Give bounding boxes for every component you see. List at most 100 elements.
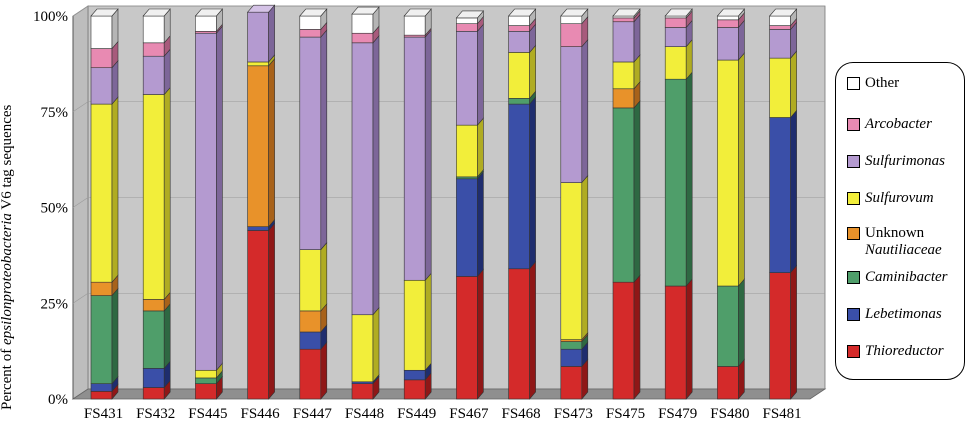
bar-segment (351, 314, 374, 383)
bar-segment-side (477, 170, 484, 278)
x-tick-label: FS468 (502, 406, 541, 422)
bar-segment-side (320, 341, 328, 400)
legend-swatch (847, 192, 860, 205)
bar-segment (456, 23, 478, 32)
bar-segment (142, 368, 165, 388)
bar-segment (90, 103, 113, 283)
bar-segment-side (477, 268, 484, 400)
bar-segment (247, 65, 269, 227)
bar-segment (717, 366, 739, 400)
legend-item-lebetimonas: Lebetimonas (847, 306, 942, 323)
bar-top (507, 8, 537, 17)
y-axis-label-suffix: V6 tag sequences (0, 104, 15, 214)
bar-segment (142, 310, 165, 369)
x-tick-label: FS473 (554, 406, 593, 422)
bar-top (716, 8, 746, 17)
bar-segment (717, 285, 739, 367)
bar-segment (612, 17, 635, 23)
bar-segment-side (320, 29, 328, 251)
bar-segment (195, 369, 217, 379)
y-axis-label-italic: epsilonproteobacteria (0, 213, 15, 346)
legend-label: Caminibacter (865, 269, 948, 285)
bar-segment (508, 31, 530, 53)
legend-swatch (847, 308, 860, 321)
bar-stack-FS481 (768, 8, 798, 400)
legend-label: Thioreductor (865, 343, 944, 359)
bar-segment (560, 341, 583, 350)
legend-item-unknown: Unknown Nautiliaceae (847, 225, 942, 259)
y-axis-label-prefix: Percent of (0, 345, 15, 410)
x-tick-label: FS479 (658, 406, 697, 422)
legend-item-sulfurimonas: Sulfurimonas (847, 153, 945, 170)
bar-segment (560, 366, 583, 400)
y-tick-label: 100% (33, 9, 68, 25)
bar-segment-side (111, 59, 119, 105)
bar-stack-FS473 (560, 8, 589, 400)
bar-segment (769, 272, 791, 400)
legend-swatch (847, 155, 860, 168)
bar-segment-side (372, 306, 380, 383)
bar-segment (508, 52, 530, 99)
bar-segment-side (581, 38, 589, 184)
legend-item-sulfurovum: Sulfurovum (847, 190, 934, 207)
bar-segment (403, 369, 426, 381)
legend-label: Sulfurimonas (865, 153, 946, 169)
legend-swatch (847, 271, 860, 284)
legend-item-arcobacter: Arcobacter (847, 116, 932, 133)
bar-segment (769, 117, 791, 273)
bar-top (768, 8, 798, 17)
y-tick-label: 25% (41, 296, 69, 312)
bar-segment (612, 88, 635, 109)
bar-segment (664, 46, 687, 80)
legend-label: Other (865, 75, 900, 91)
bar-segment (769, 57, 791, 118)
bar-segment (403, 36, 426, 281)
x-tick-label: FS432 (136, 406, 175, 422)
bar-segment (612, 21, 635, 63)
bar-segment (560, 348, 583, 367)
bar-segment-side (790, 50, 797, 119)
bar-segment-side (790, 264, 797, 400)
bar-top (299, 8, 328, 17)
bar-segment (299, 15, 322, 30)
bar-segment (456, 124, 478, 178)
bar-segment (299, 36, 322, 250)
bars (90, 4, 798, 400)
bar-segment (717, 59, 739, 287)
legend-label: Arcobacter (865, 116, 932, 132)
bar-stack-FS432 (142, 8, 171, 400)
bar-segment-side (738, 52, 745, 287)
bar-stack-FS479 (664, 8, 693, 400)
bar-segment-side (163, 48, 171, 96)
bar-segment (717, 19, 739, 28)
bar-segment (90, 48, 113, 69)
bar-segment (403, 15, 426, 36)
x-tick-labels: FS431 FS432 FS445 FS446 FS447 FS448 FS449 FS467… (84, 406, 802, 422)
bar-segment-side (581, 174, 589, 341)
bar-segment (664, 78, 687, 287)
legend-item-other: Other (847, 75, 899, 92)
bar-segment (508, 98, 530, 105)
bar-segment-side (163, 86, 171, 301)
bar-segment (351, 383, 374, 400)
bar-segment (403, 279, 426, 371)
bar-segment (612, 107, 635, 283)
x-tick-label: FS481 (763, 406, 802, 422)
bar-stack-FS467 (455, 10, 485, 400)
bar-segment (560, 46, 583, 183)
bar-segment-side (633, 274, 641, 400)
y-tick-label: 75% (41, 105, 69, 121)
bar-segment (508, 268, 530, 400)
bar-segment (664, 17, 687, 28)
bar-segment (90, 383, 113, 392)
bar-segment (508, 103, 530, 270)
bar-segment (456, 31, 478, 126)
legend-label-line2: Nautiliaceae (865, 242, 942, 258)
bar-segment-side (738, 278, 745, 368)
legend-label: Lebetimonas (865, 306, 942, 322)
bar-segment (612, 281, 635, 400)
bar-top (403, 8, 432, 17)
chart-walls (71, 5, 827, 400)
bar-segment (195, 15, 217, 32)
